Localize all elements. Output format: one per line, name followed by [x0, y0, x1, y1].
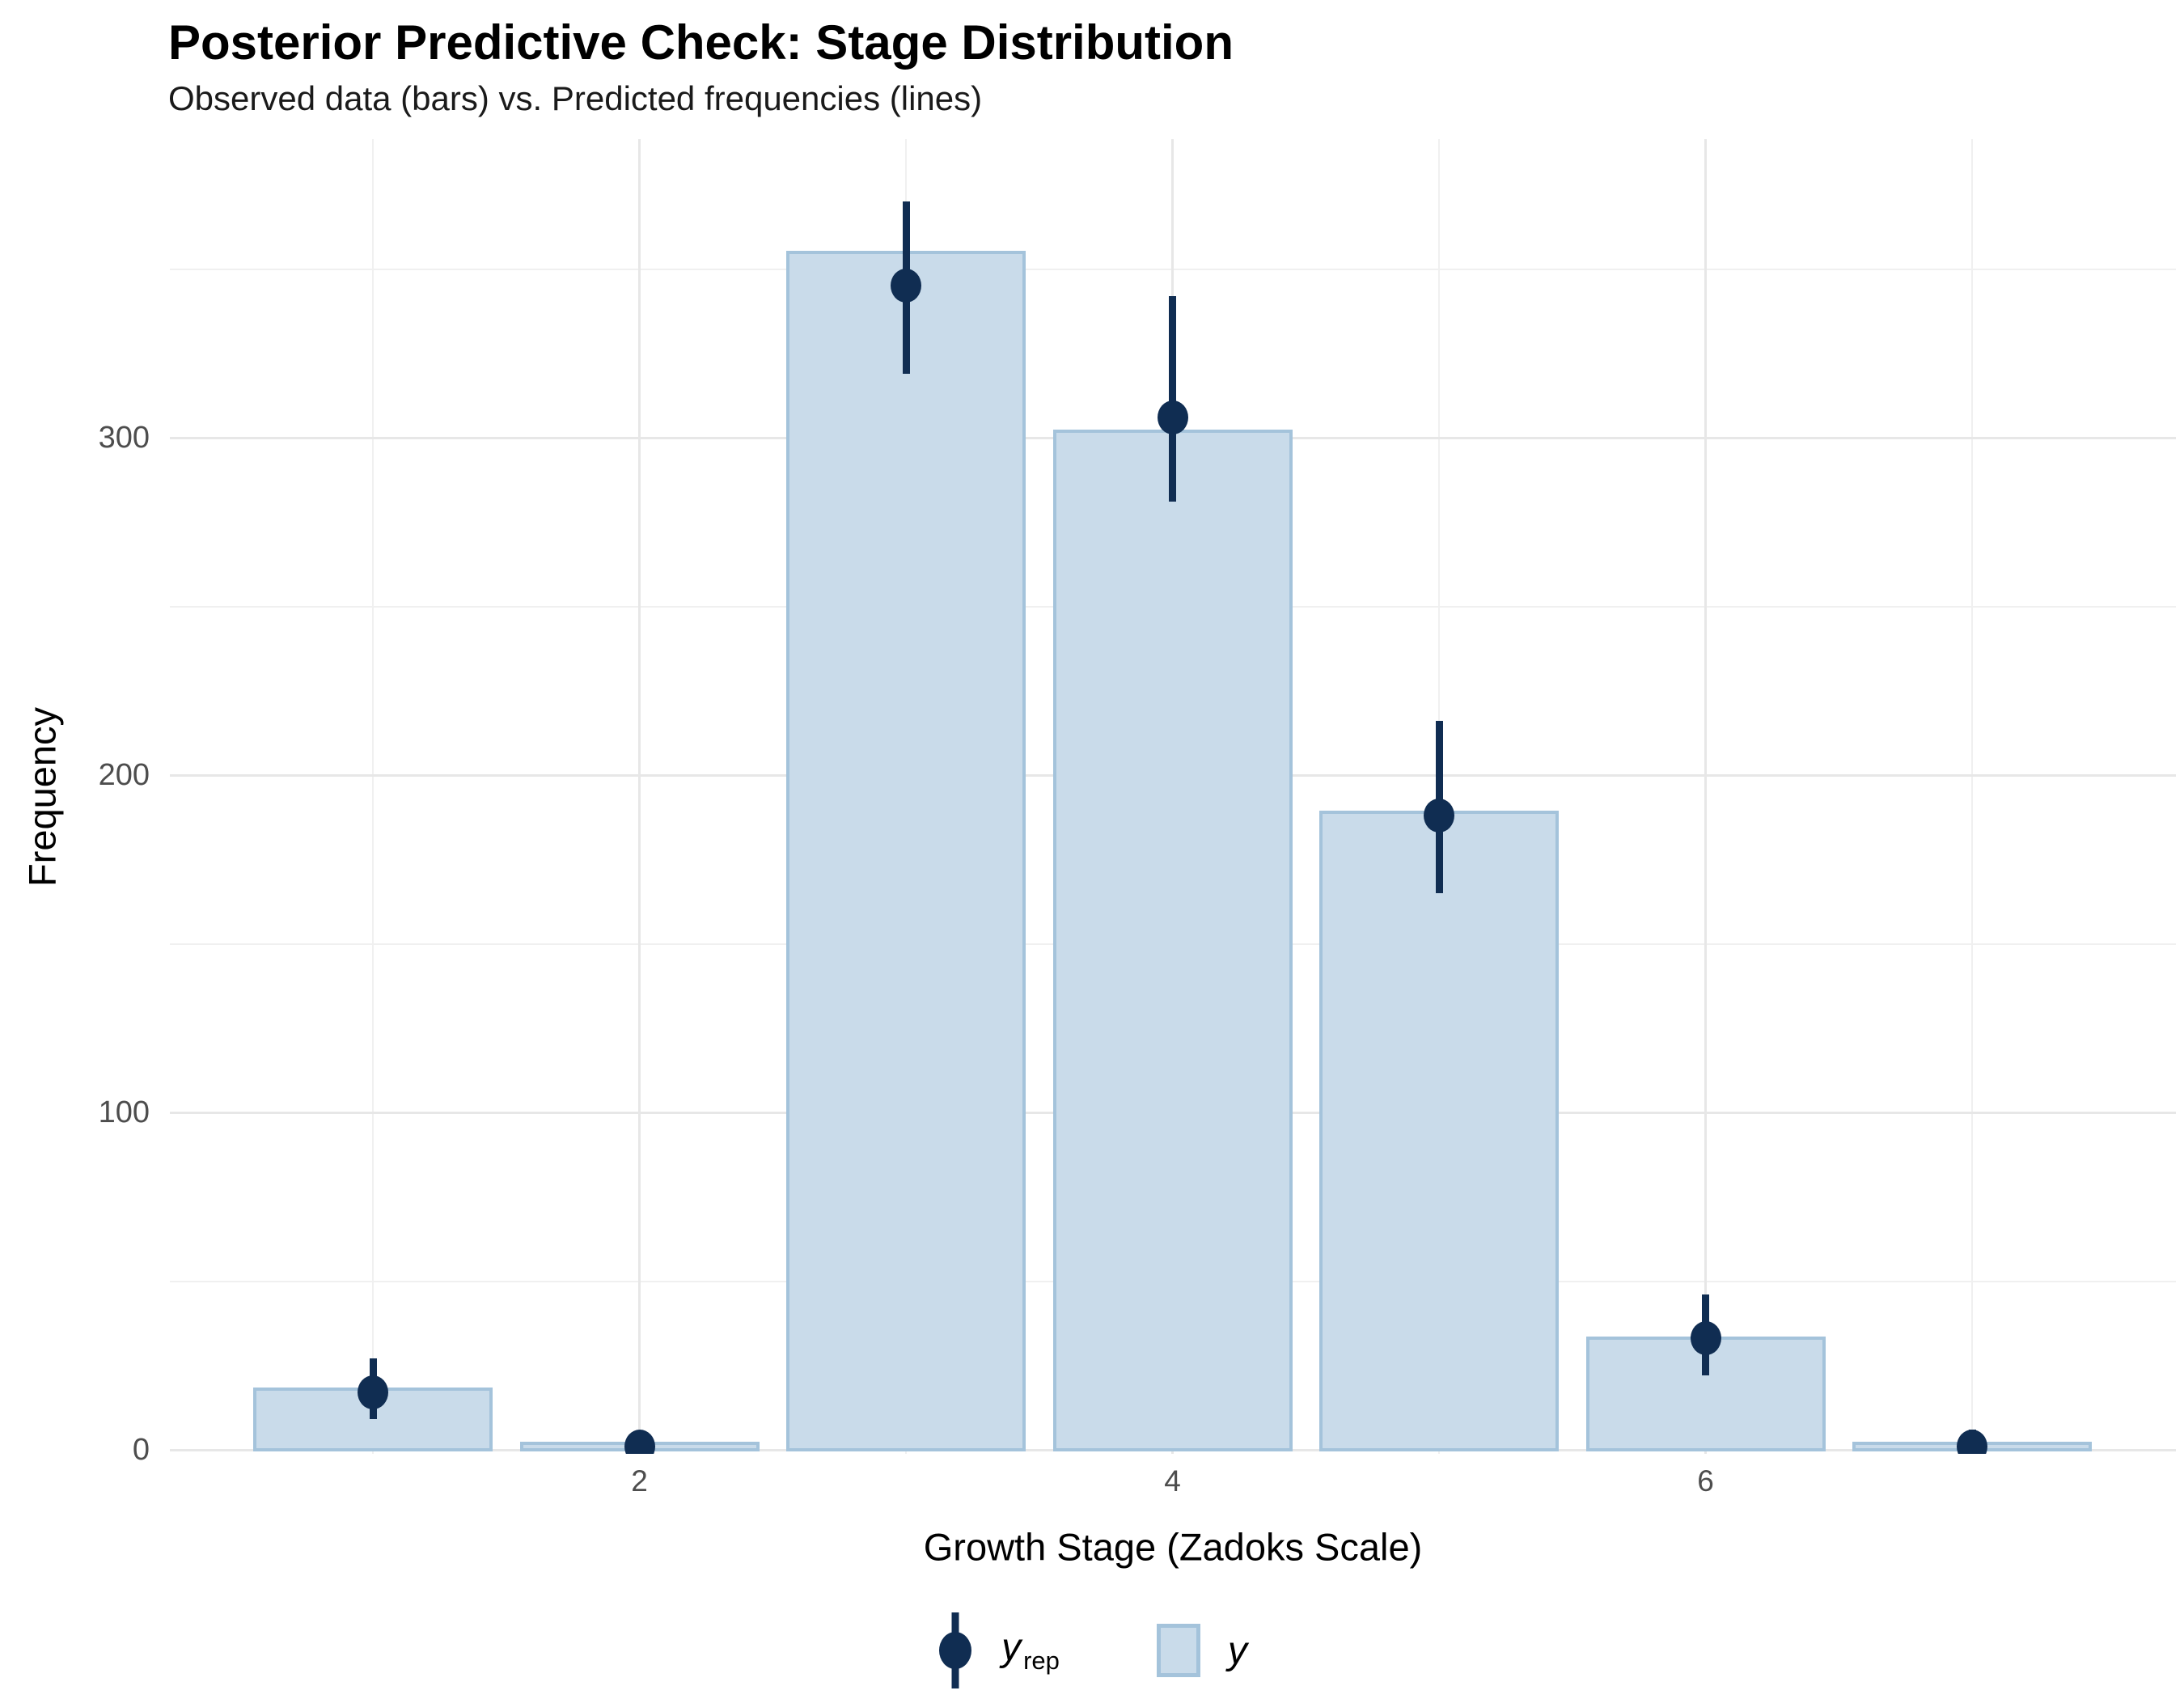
- legend-y-main: y: [1227, 1629, 1247, 1672]
- bar-legend-swatch-icon: [1156, 1624, 1200, 1677]
- legend-item-y: y: [1156, 1624, 1247, 1677]
- point-stage-5: [1424, 799, 1454, 833]
- bar-stage-5: [1319, 810, 1559, 1451]
- x-major-gridline: [638, 139, 641, 1454]
- y-tick-label: 0: [132, 1433, 150, 1467]
- y-tick-label: 200: [98, 758, 150, 792]
- legend-yrep-sub: rep: [1023, 1646, 1060, 1675]
- pointrange-legend-icon: [937, 1609, 974, 1692]
- point-stage-3: [891, 269, 921, 303]
- y-axis-title: Frequency: [20, 706, 64, 888]
- chart-title: Posterior Predictive Check: Stage Distri…: [168, 15, 1234, 70]
- x-minor-gridline: [372, 139, 374, 1454]
- legend-label-yrep: yrep: [1001, 1625, 1060, 1676]
- x-tick-label: 4: [1164, 1464, 1181, 1498]
- bar-stage-4: [1052, 429, 1293, 1451]
- legend-label-y: y: [1228, 1629, 1247, 1673]
- x-major-gridline: [1704, 139, 1707, 1454]
- point-stage-2: [624, 1429, 655, 1454]
- bar-stage-3: [786, 250, 1026, 1451]
- y-tick-label: 300: [98, 421, 150, 455]
- plot-panel: [170, 139, 2176, 1454]
- point-stage-7: [1957, 1429, 1987, 1454]
- y-tick-label: 100: [98, 1095, 150, 1129]
- legend-item-yrep: yrep: [937, 1609, 1060, 1692]
- x-tick-label: 6: [1697, 1464, 1714, 1498]
- legend-yrep-main: y: [1001, 1626, 1022, 1670]
- x-tick-label: 2: [631, 1464, 648, 1498]
- legend-point-dot: [939, 1632, 972, 1669]
- x-axis-title: Growth Stage (Zadoks Scale): [923, 1525, 1423, 1569]
- ci-line-stage-4: [1169, 295, 1176, 502]
- chart-subtitle: Observed data (bars) vs. Predicted frequ…: [168, 79, 983, 117]
- point-stage-6: [1690, 1321, 1721, 1356]
- legend: yrep y: [0, 1606, 2184, 1695]
- x-minor-gridline: [1971, 139, 1973, 1454]
- point-stage-4: [1157, 400, 1188, 434]
- point-stage-1: [358, 1375, 388, 1410]
